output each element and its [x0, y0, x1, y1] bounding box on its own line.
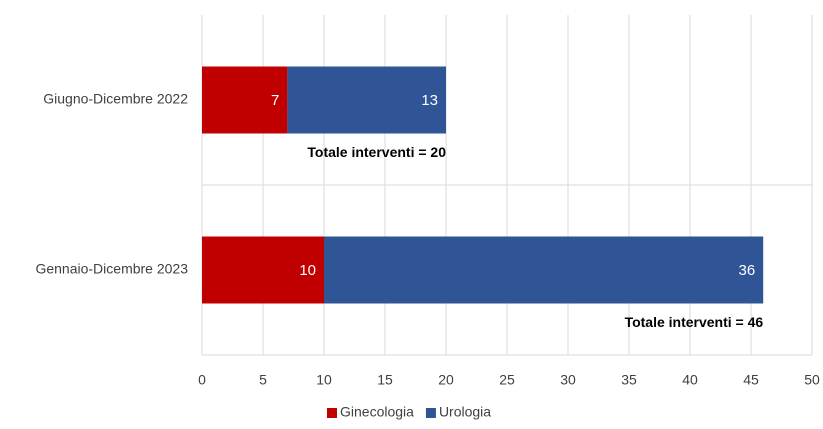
x-tick-label: 0	[198, 372, 206, 388]
data-label: 13	[421, 92, 438, 109]
annotation: Totale interventi = 20	[307, 144, 446, 160]
bar-segment	[324, 236, 764, 304]
x-tick-label: 10	[316, 372, 332, 388]
legend-label: Urologia	[439, 404, 491, 420]
legend-swatch	[327, 408, 337, 418]
y-tick-label: Gennaio-Dicembre 2023	[35, 261, 188, 277]
annotation: Totale interventi = 46	[625, 314, 764, 330]
x-tick-label: 50	[804, 372, 820, 388]
x-tick-label: 20	[438, 372, 454, 388]
x-tick-label: 45	[743, 372, 759, 388]
y-tick-label: Giugno-Dicembre 2022	[43, 91, 188, 107]
x-tick-label: 5	[259, 372, 267, 388]
legend-label: Ginecologia	[340, 404, 414, 420]
bar-segment	[202, 66, 288, 134]
legend-swatch	[425, 408, 436, 418]
bar-segment	[287, 66, 446, 134]
x-tick-label: 25	[499, 372, 515, 388]
data-label: 36	[739, 262, 756, 279]
x-tick-label: 30	[560, 372, 576, 388]
x-tick-label: 40	[682, 372, 698, 388]
x-tick-label: 15	[377, 372, 393, 388]
bar-segment	[202, 236, 324, 304]
x-tick-label: 35	[621, 372, 637, 388]
data-label: 7	[271, 92, 279, 109]
data-label: 10	[299, 262, 316, 279]
